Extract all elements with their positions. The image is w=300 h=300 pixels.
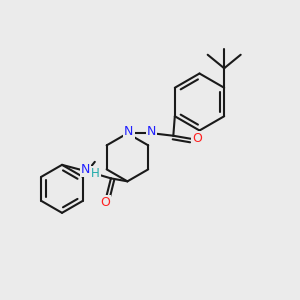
Text: O: O [192,132,202,145]
Text: N: N [81,164,90,176]
Text: O: O [100,196,110,209]
Text: N: N [124,125,134,138]
Text: H: H [91,167,100,180]
Text: N: N [147,125,156,138]
